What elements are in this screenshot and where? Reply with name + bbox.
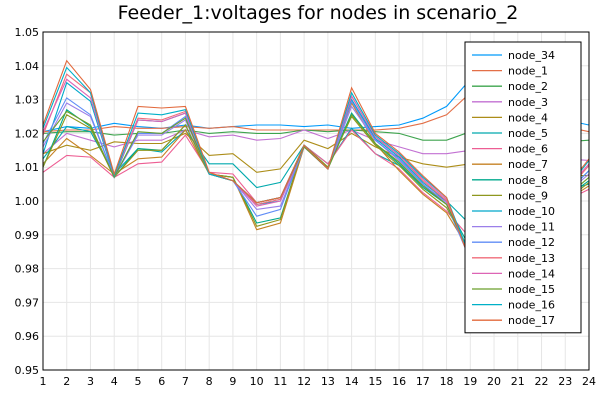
x-tick-label: 12	[297, 375, 311, 388]
y-tick-label: 0.98	[15, 263, 40, 276]
y-tick-label: 0.95	[15, 364, 40, 377]
legend-label: node_13	[508, 252, 555, 265]
x-tick-label: 20	[487, 375, 501, 388]
legend-box	[464, 41, 582, 334]
legend-label: node_3	[508, 96, 548, 109]
legend-label: node_34	[508, 49, 555, 62]
x-tick-label: 11	[273, 375, 287, 388]
y-tick-label: 1.00	[15, 195, 40, 208]
x-tick-label: 21	[511, 375, 525, 388]
x-tick-label: 5	[134, 375, 141, 388]
x-tick-label: 14	[345, 375, 359, 388]
legend: node_34 node_1 node_2 node_3 node_4 node_5nod…	[464, 41, 582, 334]
x-tick-label: 22	[535, 375, 549, 388]
legend-label: node_2	[508, 80, 548, 93]
x-tick-label: 16	[392, 375, 406, 388]
legend-label: node_16	[508, 299, 555, 312]
y-tick-label: 0.99	[15, 229, 40, 242]
x-tick-label: 8	[206, 375, 213, 388]
x-tick-label: 4	[111, 375, 118, 388]
x-tick-label: 18	[440, 375, 454, 388]
y-tick-label: 1.01	[15, 161, 40, 174]
legend-label: node_5	[508, 127, 548, 140]
x-tick-label: 3	[87, 375, 94, 388]
x-tick-label: 6	[158, 375, 165, 388]
x-tick-label: 10	[250, 375, 264, 388]
x-tick-label: 23	[558, 375, 572, 388]
plot-frame	[42, 31, 590, 371]
legend-label: node_8	[508, 174, 548, 187]
x-tick-label: 9	[229, 375, 236, 388]
legend-label: node_17	[508, 314, 555, 327]
legend-label: node_10	[508, 205, 555, 218]
x-axis-ticks: 1 2 3 4 5 6 7 8 9 10 11 12 13 14 15 16 17 18 19 20 21 22 23 24	[40, 375, 597, 388]
y-tick-label: 1.03	[15, 94, 40, 107]
legend-label: node_15	[508, 283, 555, 296]
x-tick-label: 13	[321, 375, 335, 388]
legend-label: node_1	[508, 65, 548, 78]
legend-label: node_7	[508, 158, 548, 171]
x-tick-label: 19	[463, 375, 477, 388]
legend-label: node_6	[508, 143, 548, 156]
y-tick-label: 1.04	[15, 60, 40, 73]
legend-label: node_12	[508, 236, 555, 249]
y-tick-label: 0.96	[15, 330, 40, 343]
x-tick-label: 1	[40, 375, 47, 388]
x-tick-label: 15	[368, 375, 382, 388]
x-tick-label: 7	[182, 375, 189, 388]
y-tick-label: 0.97	[15, 296, 40, 309]
legend-label: node_11	[508, 221, 555, 234]
y-tick-label: 1.05	[15, 26, 40, 39]
x-tick-label: 17	[416, 375, 430, 388]
legend-label: node_9	[508, 189, 548, 202]
legend-label: node_14	[508, 267, 555, 280]
x-tick-label: 24	[582, 375, 596, 388]
y-tick-label: 1.02	[15, 127, 40, 140]
x-tick-label: 2	[63, 375, 70, 388]
y-axis-ticks: 0.95 0.96 0.97 0.98 0.99 1.00 1.01 1.02 1.03 1.04…	[15, 26, 40, 377]
chart-title: Feeder_1:voltages for nodes in scenario_…	[118, 2, 519, 24]
legend-label: node_4	[508, 111, 548, 124]
